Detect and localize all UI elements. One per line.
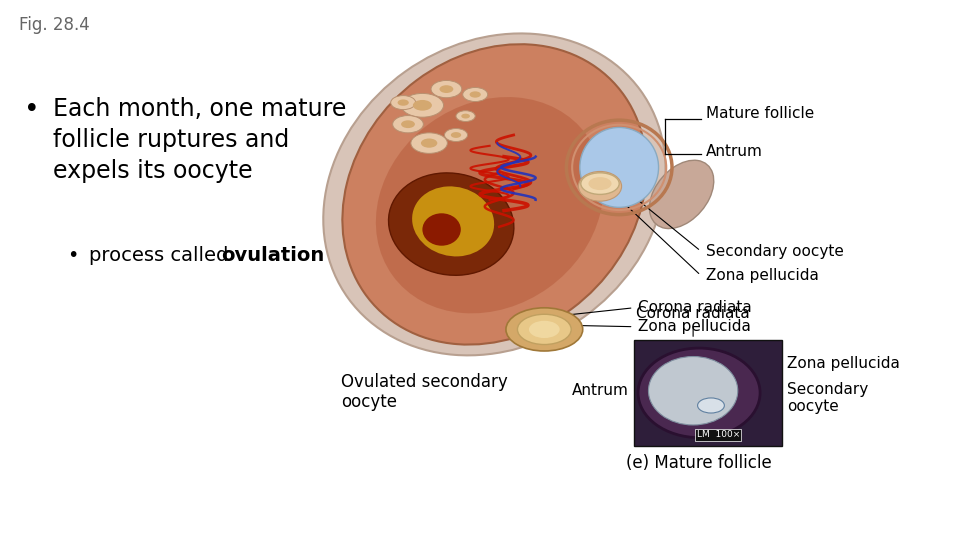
Ellipse shape — [649, 160, 714, 228]
Circle shape — [431, 80, 462, 98]
Text: Corona radiata: Corona radiata — [636, 306, 750, 321]
Ellipse shape — [580, 127, 659, 207]
Ellipse shape — [422, 213, 461, 246]
Text: (e) Mature follicle: (e) Mature follicle — [626, 454, 772, 471]
Circle shape — [411, 133, 447, 153]
Circle shape — [401, 93, 444, 117]
Ellipse shape — [578, 172, 622, 201]
Circle shape — [401, 120, 415, 128]
Ellipse shape — [376, 97, 603, 313]
Ellipse shape — [638, 348, 760, 437]
Text: ovulation: ovulation — [221, 246, 324, 265]
Text: Corona radiata: Corona radiata — [638, 300, 752, 315]
Ellipse shape — [324, 33, 665, 355]
Text: process called: process called — [89, 246, 235, 265]
Text: Secondary oocyte: Secondary oocyte — [706, 244, 844, 259]
Circle shape — [529, 321, 560, 338]
Circle shape — [517, 314, 571, 345]
Circle shape — [469, 91, 481, 98]
Text: Antrum: Antrum — [706, 144, 762, 159]
Ellipse shape — [389, 173, 514, 275]
Text: •: • — [67, 246, 79, 265]
Circle shape — [413, 100, 432, 111]
Ellipse shape — [343, 44, 646, 345]
Text: Antrum: Antrum — [572, 383, 629, 398]
Circle shape — [444, 129, 468, 141]
Text: Each month, one mature
follicle ruptures and
expels its oocyte: Each month, one mature follicle ruptures… — [53, 97, 347, 183]
Text: Zona pellucida: Zona pellucida — [787, 356, 900, 371]
Text: Secondary
oocyte: Secondary oocyte — [787, 382, 869, 414]
Circle shape — [393, 116, 423, 133]
Text: Zona pellucida: Zona pellucida — [638, 319, 752, 334]
Bar — [634, 340, 782, 445]
Circle shape — [456, 111, 475, 122]
Text: Fig. 28.4: Fig. 28.4 — [19, 16, 90, 34]
Circle shape — [588, 177, 612, 190]
Circle shape — [451, 132, 461, 138]
Circle shape — [461, 113, 469, 118]
Text: Mature follicle: Mature follicle — [706, 106, 814, 121]
Circle shape — [440, 85, 453, 93]
Circle shape — [581, 173, 619, 194]
Circle shape — [506, 308, 583, 351]
Circle shape — [698, 398, 725, 413]
Circle shape — [397, 99, 409, 106]
Circle shape — [463, 87, 488, 102]
Text: Zona pellucida: Zona pellucida — [706, 268, 819, 283]
Text: Ovulated secondary
oocyte: Ovulated secondary oocyte — [341, 373, 508, 411]
Text: LM  100×: LM 100× — [697, 430, 740, 439]
Circle shape — [391, 96, 416, 110]
Ellipse shape — [649, 356, 737, 425]
Ellipse shape — [412, 186, 494, 256]
Circle shape — [420, 138, 438, 148]
Text: •: • — [24, 97, 39, 123]
